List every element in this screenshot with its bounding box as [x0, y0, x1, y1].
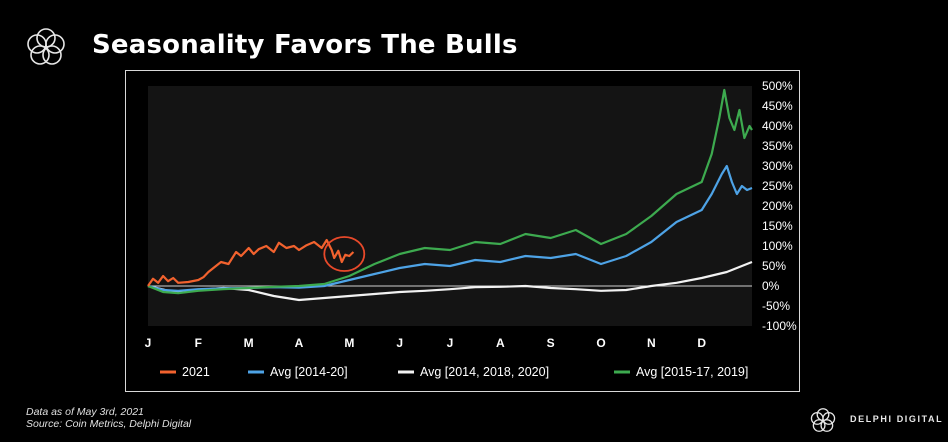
x-tick-label: N	[647, 336, 656, 350]
legend-label: Avg [2014, 2018, 2020]	[420, 365, 549, 379]
y-tick-label: -50%	[762, 299, 790, 313]
legend-label: Avg [2014-20]	[270, 365, 348, 379]
x-tick-label: A	[295, 336, 304, 350]
delphi-logo-icon	[27, 28, 65, 65]
brand-name: DELPHI DIGITAL	[850, 414, 944, 424]
x-tick-label: J	[145, 336, 152, 350]
y-tick-label: 450%	[762, 99, 793, 113]
y-tick-label: 200%	[762, 199, 793, 213]
x-tick-label: M	[344, 336, 354, 350]
y-tick-label: 50%	[762, 259, 786, 273]
x-tick-label: F	[195, 336, 202, 350]
y-tick-label: 250%	[762, 179, 793, 193]
y-tick-label: 300%	[762, 159, 793, 173]
y-tick-label: 100%	[762, 239, 793, 253]
footer-date: Data as of May 3rd, 2021	[26, 406, 144, 418]
y-tick-label: 0%	[762, 279, 780, 293]
series-line	[147, 260, 753, 302]
footer-source: Source: Coin Metrics, Delphi Digital	[26, 418, 192, 430]
annotation-circle	[323, 236, 366, 272]
legend-label: Avg [2015-17, 2019]	[636, 365, 748, 379]
y-tick-label: 400%	[762, 119, 793, 133]
delphi-digital-logo-icon	[810, 408, 836, 432]
page-title: Seasonality Favors The Bulls	[92, 30, 518, 60]
series-line	[147, 88, 753, 295]
x-tick-label: J	[447, 336, 454, 350]
y-tick-label: 500%	[762, 79, 793, 93]
legend-label: 2021	[182, 365, 210, 379]
y-tick-label: 150%	[762, 219, 793, 233]
x-tick-label: D	[697, 336, 706, 350]
x-tick-label: M	[244, 336, 254, 350]
x-tick-label: A	[496, 336, 505, 350]
y-tick-label: -100%	[762, 319, 797, 333]
x-tick-label: J	[396, 336, 403, 350]
series-line	[147, 238, 355, 287]
x-tick-label: O	[596, 336, 605, 350]
x-tick-label: S	[547, 336, 555, 350]
chart-frame	[125, 70, 800, 392]
footer-note: Data as of May 3rd, 2021 Source: Coin Me…	[26, 406, 191, 430]
y-tick-label: 350%	[762, 139, 793, 153]
